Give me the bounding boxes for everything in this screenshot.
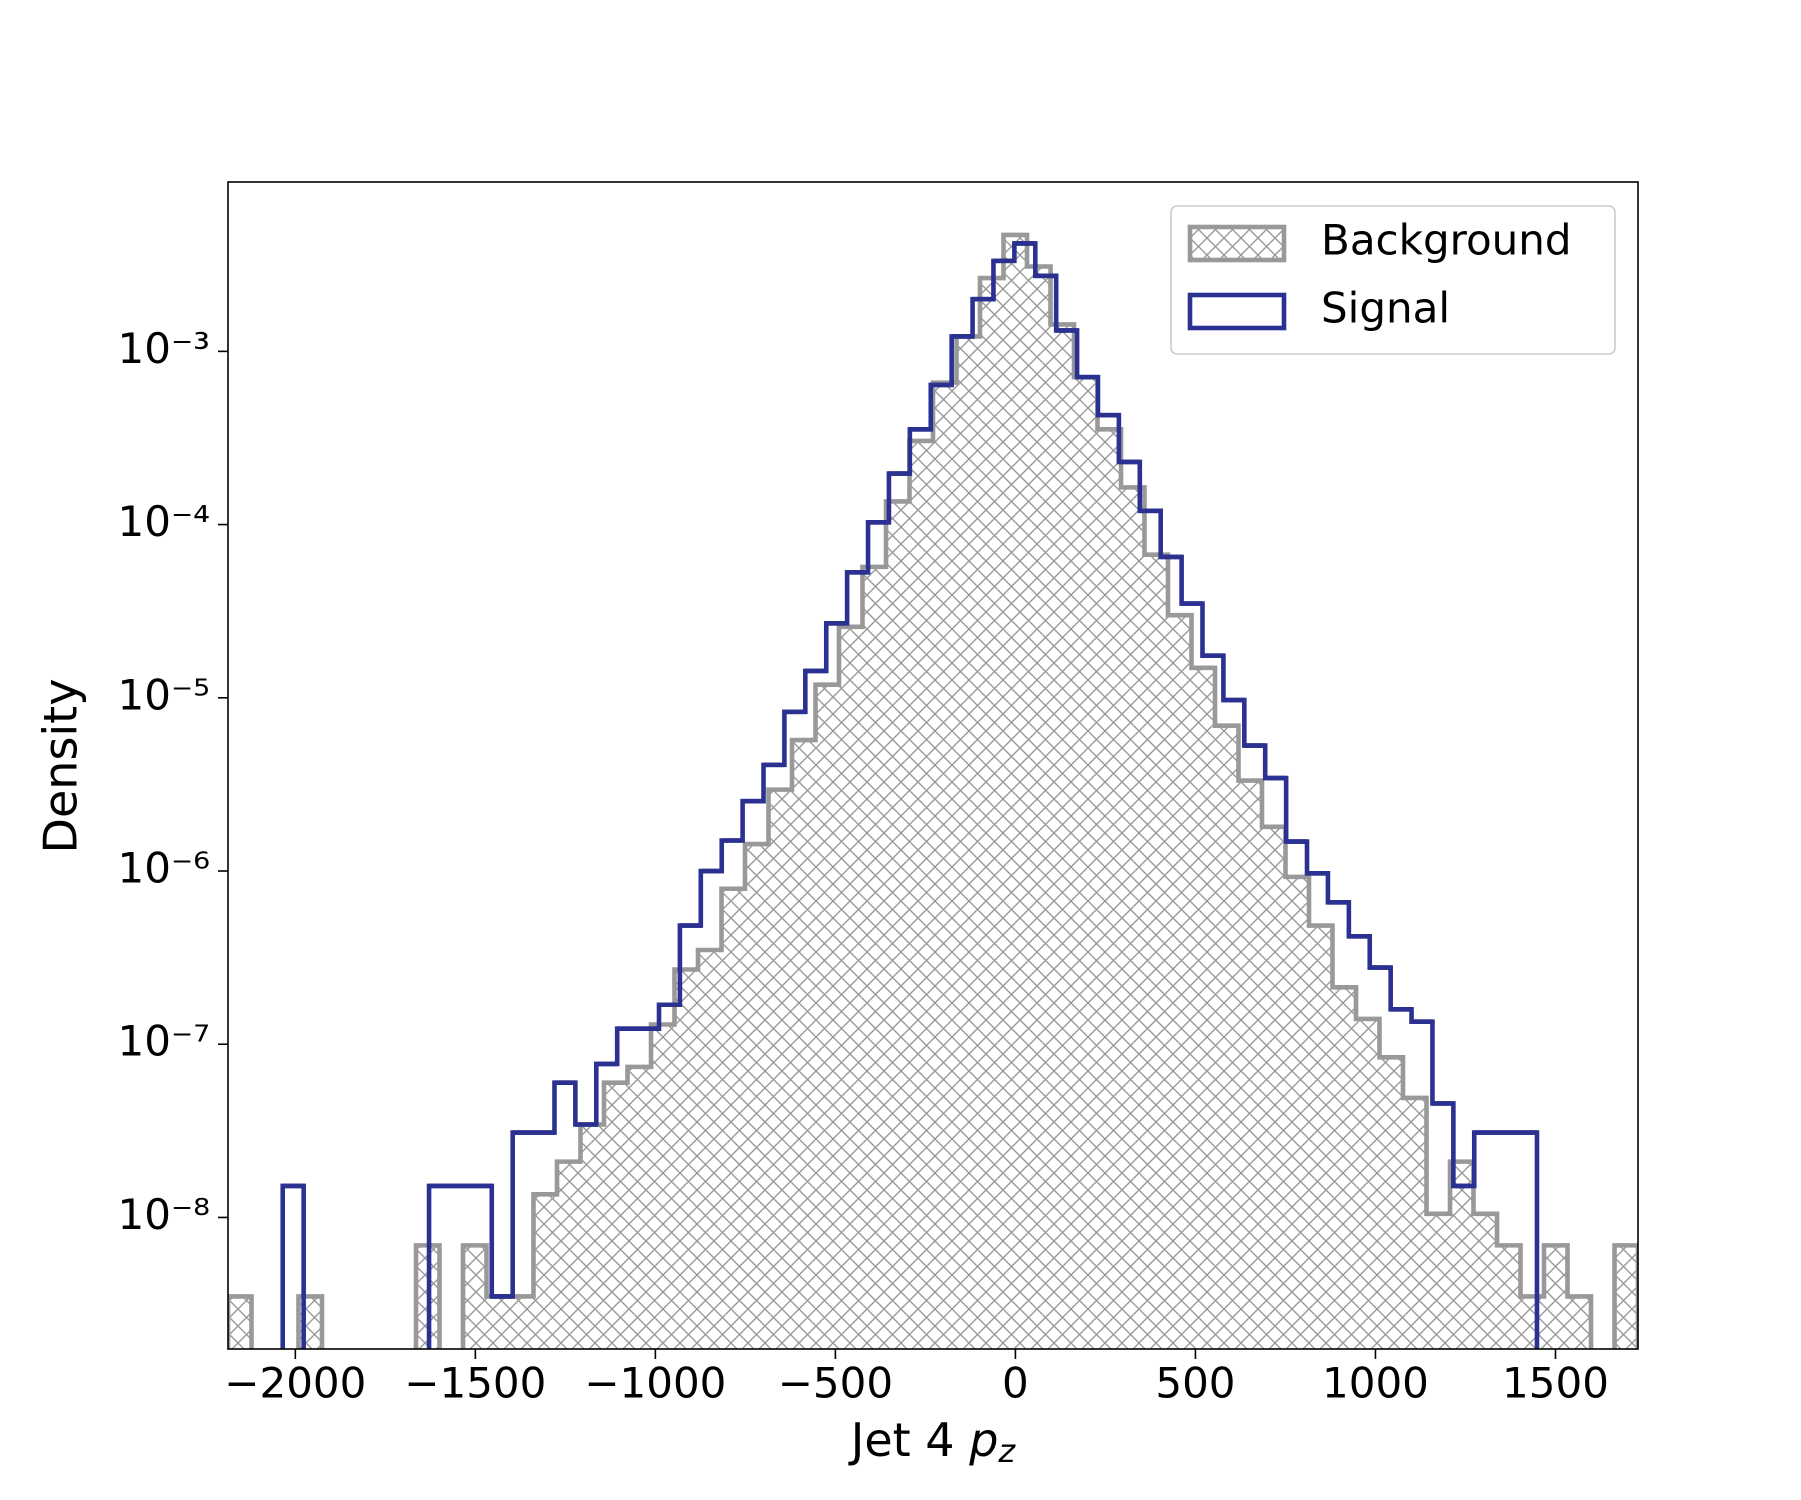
bar bbox=[674, 969, 698, 1349]
x-axis-label: Jet 4 pz bbox=[848, 1413, 1017, 1471]
x-tick-label: 500 bbox=[1155, 1359, 1235, 1408]
x-tick-label: 0 bbox=[1002, 1359, 1029, 1408]
bar bbox=[698, 949, 722, 1349]
bar bbox=[1121, 487, 1145, 1349]
bar bbox=[1403, 1097, 1427, 1349]
bar bbox=[838, 626, 863, 1349]
bar bbox=[1308, 925, 1333, 1349]
bar bbox=[1520, 1296, 1544, 1349]
bar bbox=[1543, 1245, 1568, 1349]
bar bbox=[1426, 1213, 1451, 1349]
bar bbox=[1356, 1018, 1380, 1349]
bar bbox=[1050, 324, 1074, 1349]
bar bbox=[1567, 1296, 1592, 1349]
bar bbox=[1238, 780, 1263, 1349]
x-tick-label: −1500 bbox=[404, 1359, 546, 1408]
bar bbox=[1144, 554, 1168, 1349]
bar bbox=[651, 1024, 675, 1349]
bar bbox=[744, 844, 769, 1349]
bar bbox=[1614, 1245, 1638, 1349]
axes-frame bbox=[227, 181, 1639, 1350]
bar bbox=[1262, 826, 1286, 1349]
bar bbox=[979, 278, 1004, 1349]
bar bbox=[580, 1124, 604, 1349]
bar bbox=[1215, 725, 1239, 1349]
bar bbox=[486, 1296, 510, 1349]
y-tick-label: 10⁻⁶ bbox=[118, 844, 210, 893]
x-tick-label: −1000 bbox=[584, 1359, 726, 1408]
bar bbox=[533, 1194, 558, 1349]
bar bbox=[886, 501, 910, 1349]
bar bbox=[815, 684, 839, 1349]
bar bbox=[1191, 667, 1216, 1349]
bar bbox=[228, 1296, 252, 1349]
legend-swatch bbox=[1187, 292, 1287, 331]
bar bbox=[509, 1296, 534, 1349]
x-label-text: Jet 4 bbox=[848, 1413, 955, 1467]
x-tick-label: 1000 bbox=[1322, 1359, 1429, 1408]
bar bbox=[862, 566, 887, 1349]
legend-label: Signal bbox=[1321, 284, 1450, 333]
bar bbox=[956, 336, 980, 1349]
x-label-variable: p bbox=[968, 1413, 998, 1467]
bar bbox=[1285, 876, 1309, 1349]
bar bbox=[627, 1066, 652, 1349]
y-tick-label: 10⁻⁷ bbox=[118, 1017, 210, 1066]
bar bbox=[1073, 377, 1098, 1349]
bar bbox=[1332, 987, 1357, 1349]
bar bbox=[1027, 266, 1051, 1349]
y-tick-label: 10⁻⁸ bbox=[118, 1190, 210, 1239]
legend-swatch bbox=[1187, 224, 1287, 263]
x-tick-label: 1500 bbox=[1502, 1359, 1609, 1408]
legend-label: Background bbox=[1321, 216, 1572, 265]
bar bbox=[1003, 234, 1028, 1349]
bar bbox=[1450, 1161, 1474, 1349]
bar bbox=[909, 440, 933, 1349]
bar bbox=[463, 1245, 487, 1349]
y-tick-label: 10⁻⁴ bbox=[118, 497, 210, 546]
bar bbox=[792, 740, 816, 1349]
bar bbox=[557, 1161, 581, 1349]
bar bbox=[603, 1082, 628, 1349]
bar bbox=[1497, 1245, 1521, 1349]
bar bbox=[1473, 1213, 1498, 1349]
bar bbox=[1097, 429, 1122, 1349]
bar bbox=[768, 789, 793, 1349]
x-tick-label: −2000 bbox=[224, 1359, 366, 1408]
plot-area bbox=[228, 232, 1638, 1349]
histogram-outline bbox=[280, 241, 1540, 1349]
y-tick-label: 10⁻⁵ bbox=[118, 670, 210, 719]
y-tick-label: 10⁻³ bbox=[118, 324, 210, 373]
bar bbox=[721, 888, 745, 1349]
bar bbox=[1168, 615, 1192, 1349]
bar bbox=[933, 382, 957, 1349]
bar bbox=[1379, 1057, 1403, 1349]
y-axis-label: Density bbox=[34, 679, 88, 854]
x-tick-label: −500 bbox=[778, 1359, 893, 1408]
x-label-subscript: z bbox=[997, 1432, 1016, 1470]
